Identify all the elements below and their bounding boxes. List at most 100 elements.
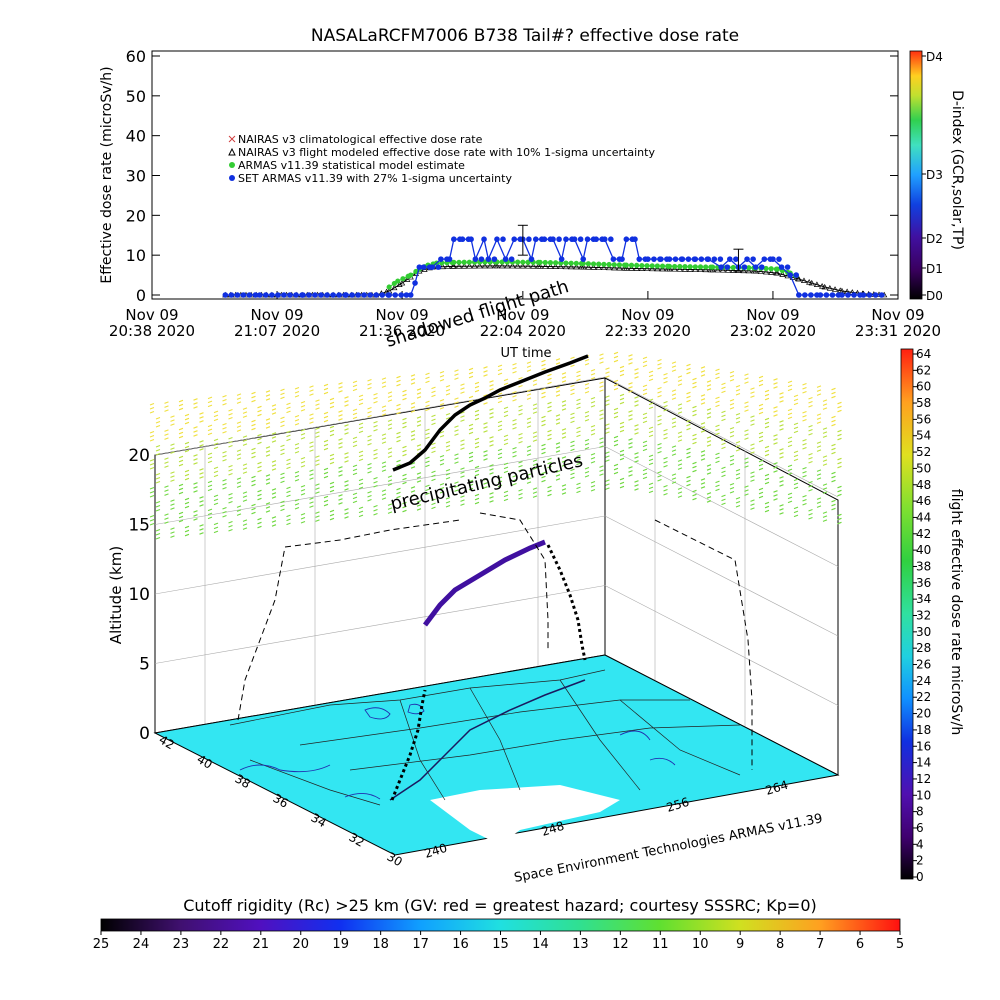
marker-dot (246, 292, 253, 298)
dose-dash (474, 473, 480, 477)
dose-dash (315, 407, 320, 410)
dose-dash (642, 420, 648, 424)
marker-star (537, 259, 543, 265)
dose-dash (358, 426, 364, 430)
dose-dash (468, 455, 474, 459)
dose-dash (764, 445, 770, 449)
dose-dash (257, 461, 262, 465)
dose-dash (735, 504, 741, 508)
d-index-tick-label: D4 (926, 50, 943, 64)
dose-dash (416, 416, 422, 419)
dose-dash (837, 489, 842, 493)
dose-dash (207, 400, 213, 404)
marker-dot (541, 236, 548, 243)
dose-dash (613, 355, 619, 359)
dose-dash (619, 429, 625, 433)
dose-dash (439, 374, 445, 378)
dose-dash (729, 462, 735, 466)
dose-dash (816, 421, 822, 424)
latitude-tick-label: 40 (195, 752, 215, 772)
dose-dash (184, 529, 190, 533)
dose-dash (822, 399, 828, 402)
rigidity-tick-label: 17 (412, 937, 429, 952)
dose-dash (294, 502, 300, 506)
dose-dash (454, 485, 459, 488)
dose-dash (547, 433, 552, 437)
altitude-gridline (154, 585, 606, 664)
dose-dash (706, 496, 712, 499)
x-tick-label-date: Nov 09 (250, 306, 303, 324)
dose-dash (576, 370, 581, 374)
dose-dash (483, 366, 488, 369)
dose-dash (613, 471, 619, 475)
dose-dash (802, 410, 807, 414)
dose-dash (199, 468, 204, 471)
dose-dash (605, 375, 610, 378)
dose-dash (178, 407, 184, 411)
rigidity-tick-label: 22 (213, 937, 230, 952)
dose-dash (793, 426, 799, 430)
latitude-tick-label: 38 (233, 771, 253, 791)
dose-dash (149, 402, 155, 406)
dose-dash (286, 494, 291, 498)
dose-dash (677, 403, 683, 406)
marker-dot (494, 236, 500, 243)
dose-dash (344, 484, 349, 487)
dose-dash (329, 457, 335, 461)
dose-dash (590, 396, 596, 400)
marker-dot (770, 256, 776, 262)
dose-dash (822, 519, 828, 522)
dose-dash (344, 432, 349, 435)
dose-dash (764, 389, 770, 393)
dose-dash (773, 438, 778, 441)
dose-dash (280, 472, 285, 476)
dose-dash (381, 433, 387, 436)
dose-dash (431, 498, 436, 502)
marker-dot (287, 292, 293, 298)
dose-dash (758, 375, 764, 379)
dose-dash (213, 526, 219, 530)
marker-triangle (681, 266, 689, 272)
marker-star (666, 263, 673, 269)
marker-triangle (821, 283, 828, 290)
marker-triangle (654, 265, 661, 272)
dose-dash (605, 487, 610, 490)
dose-dash (483, 482, 488, 485)
dose-dash (271, 468, 277, 471)
dose-dash (410, 462, 416, 465)
dose-dash (402, 425, 407, 429)
dose-dash (445, 444, 451, 448)
dose-dash (715, 432, 720, 436)
marker-triangle (568, 263, 575, 270)
dose-dash (468, 395, 474, 399)
marker-star (644, 263, 650, 269)
dose-dash (207, 516, 213, 520)
dose-dash (280, 388, 285, 392)
dose-dash (265, 454, 271, 457)
dose-dash (454, 481, 459, 484)
dose-dash (706, 408, 712, 411)
dose-dash (155, 420, 161, 424)
dose-dash (445, 384, 451, 388)
marker-star (542, 259, 548, 266)
dose-dash (619, 393, 625, 397)
dose-dash (613, 351, 619, 355)
dose-dash (721, 382, 726, 386)
dose-dash (512, 366, 517, 370)
dose-dash (808, 424, 813, 428)
dose-dash (445, 392, 451, 396)
dose-dash (416, 424, 422, 427)
dose-dash (503, 470, 509, 474)
dose-dash (671, 453, 677, 456)
dose-dash (773, 494, 778, 497)
marker-triangle (813, 281, 821, 287)
dose-dash (497, 396, 503, 400)
dose-dash (584, 418, 590, 422)
dose-dash (402, 473, 407, 477)
dose-dash (532, 435, 538, 438)
dose-dash (570, 416, 575, 420)
dose-dash (642, 364, 648, 368)
dose-dash (758, 411, 764, 415)
dose-dash (750, 503, 755, 506)
dose-dash (207, 512, 213, 516)
